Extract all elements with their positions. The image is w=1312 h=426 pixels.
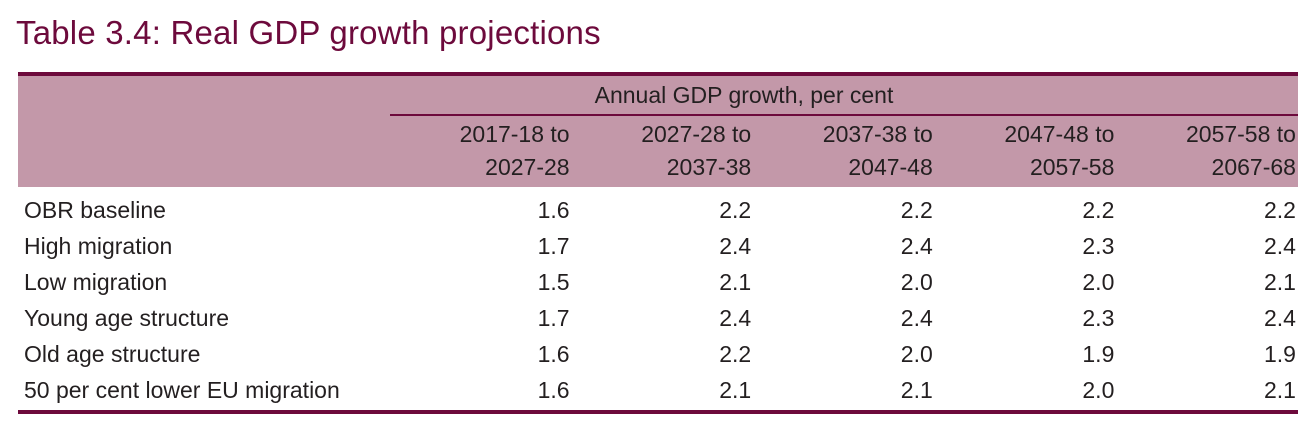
table-cell: 1.6: [537, 196, 570, 223]
row-label: Old age structure: [24, 340, 201, 367]
table-cell: 1.9: [1263, 340, 1296, 367]
table-row: Old age structure 1.6 2.2 2.0 1.9 1.9: [18, 336, 1298, 372]
table-cell: 1.6: [537, 376, 570, 403]
row-label: High migration: [24, 232, 173, 259]
column-header: 2027-28 to 2037-38: [572, 118, 754, 184]
table-header: Annual GDP growth, per cent 2017-18 to 2…: [18, 76, 1298, 187]
column-header: 2057-58 to 2067-68: [1116, 118, 1298, 184]
table-cell: 1.6: [537, 340, 570, 367]
row-label: Young age structure: [24, 304, 230, 331]
table-cell: 2.2: [900, 196, 933, 223]
row-label: Low migration: [24, 268, 168, 295]
table-cell: 2.4: [1263, 232, 1296, 259]
column-header-line1: 2017-18 to: [459, 121, 570, 147]
table-cell: 2.1: [1263, 376, 1296, 403]
table-cell: 2.4: [1263, 304, 1296, 331]
column-header-line2: 2067-68: [1211, 154, 1296, 180]
table-cell: 2.0: [1082, 268, 1115, 295]
table-row: Low migration 1.5 2.1 2.0 2.0 2.1: [18, 264, 1298, 300]
table-cell: 1.7: [537, 232, 570, 259]
span-header-label: Annual GDP growth, per cent: [594, 81, 894, 108]
row-label: OBR baseline: [24, 196, 166, 223]
table-cell: 2.1: [900, 376, 933, 403]
row-label: 50 per cent lower EU migration: [24, 376, 340, 403]
table-cell: 2.2: [1082, 196, 1115, 223]
table-cell: 2.0: [1082, 376, 1115, 403]
span-header: Annual GDP growth, per cent: [390, 76, 1298, 116]
column-header: 2017-18 to 2027-28: [390, 118, 572, 184]
column-header-line1: 2047-48 to: [1004, 121, 1115, 147]
column-header-line2: 2037-38: [666, 154, 752, 180]
table-cell: 2.4: [719, 304, 752, 331]
table-cell: 2.4: [900, 304, 933, 331]
column-headers: 2017-18 to 2027-28 2027-28 to 2037-38 20…: [390, 118, 1298, 184]
table-cell: 2.1: [719, 376, 752, 403]
table-cell: 2.0: [900, 268, 933, 295]
table-row: High migration 1.7 2.4 2.4 2.3 2.4: [18, 228, 1298, 264]
column-header-line1: 2027-28 to: [641, 121, 752, 147]
column-header-line2: 2027-28: [485, 154, 570, 180]
table-cell: 1.9: [1082, 340, 1115, 367]
table-cell: 2.0: [900, 340, 933, 367]
table-cell: 2.1: [1263, 268, 1296, 295]
table-row: OBR baseline 1.6 2.2 2.2 2.2 2.2: [18, 192, 1298, 228]
table-cell: 2.2: [719, 196, 752, 223]
column-header: 2047-48 to 2057-58: [935, 118, 1117, 184]
table-cell: 2.2: [719, 340, 752, 367]
table-title: Table 3.4: Real GDP growth projections: [16, 14, 601, 51]
table-row: 50 per cent lower EU migration 1.6 2.1 2…: [18, 372, 1298, 408]
column-header: 2037-38 to 2047-48: [753, 118, 935, 184]
column-header-line2: 2047-48: [848, 154, 933, 180]
table-cell: 2.4: [900, 232, 933, 259]
table-body: OBR baseline 1.6 2.2 2.2 2.2 2.2 High mi…: [18, 187, 1298, 410]
column-header-line2: 2057-58: [1029, 154, 1115, 180]
table-cell: 2.3: [1082, 304, 1115, 331]
table-cell: 1.7: [537, 304, 570, 331]
table-cell: 2.1: [719, 268, 752, 295]
gdp-growth-table: Annual GDP growth, per cent 2017-18 to 2…: [18, 72, 1298, 414]
table-cell: 2.3: [1082, 232, 1115, 259]
column-header-line1: 2057-58 to: [1185, 121, 1296, 147]
table-cell: 1.5: [537, 268, 570, 295]
table-cell: 2.4: [719, 232, 752, 259]
table-row: Young age structure 1.7 2.4 2.4 2.3 2.4: [18, 300, 1298, 336]
column-header-line1: 2037-38 to: [822, 121, 933, 147]
table-cell: 2.2: [1263, 196, 1296, 223]
